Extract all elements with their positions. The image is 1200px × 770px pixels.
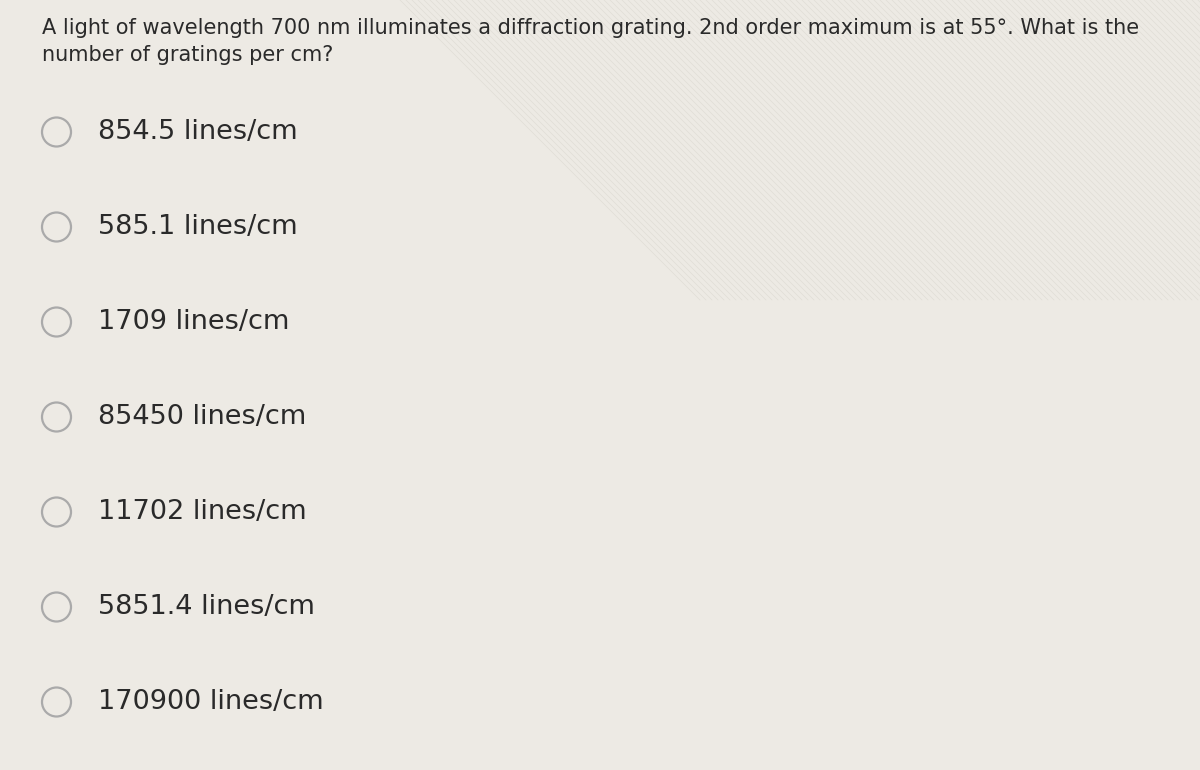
Text: 1709 lines/cm: 1709 lines/cm <box>98 309 289 335</box>
Text: 11702 lines/cm: 11702 lines/cm <box>98 499 307 525</box>
Text: 5851.4 lines/cm: 5851.4 lines/cm <box>98 594 314 620</box>
Text: 854.5 lines/cm: 854.5 lines/cm <box>98 119 298 145</box>
Text: 85450 lines/cm: 85450 lines/cm <box>98 404 306 430</box>
Text: 585.1 lines/cm: 585.1 lines/cm <box>98 214 298 240</box>
Text: 170900 lines/cm: 170900 lines/cm <box>98 689 324 715</box>
Text: A light of wavelength 700 nm illuminates a diffraction grating. 2nd order maximu: A light of wavelength 700 nm illuminates… <box>42 18 1139 65</box>
